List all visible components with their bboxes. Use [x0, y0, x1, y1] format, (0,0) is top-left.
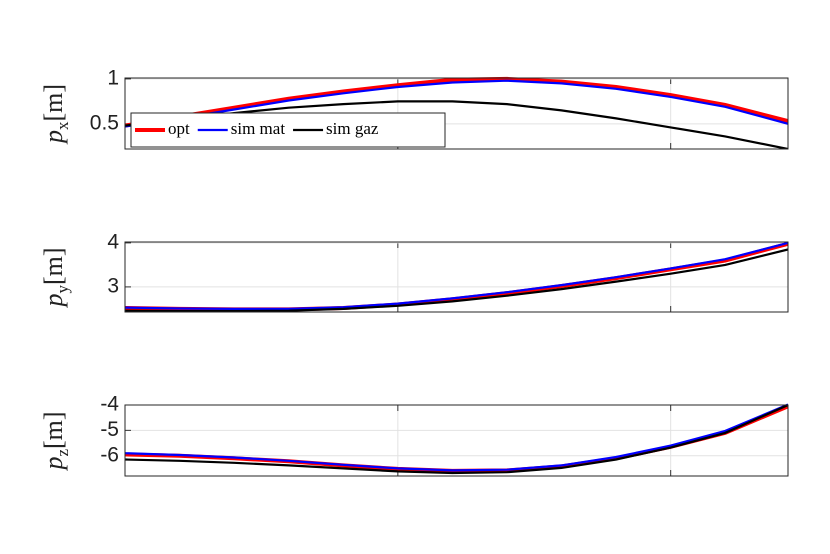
axes-box: [124, 77, 789, 150]
y-label-unit: [m]: [39, 411, 68, 449]
series-line: [125, 241, 788, 310]
series-line: [125, 403, 788, 472]
series-line: [125, 79, 788, 128]
y-label-sub: z: [53, 449, 72, 457]
y-label-sub: x: [53, 121, 72, 130]
axes-box: [124, 241, 789, 313]
y-tick-label: -6: [100, 443, 119, 466]
series-line: [125, 248, 788, 312]
y-axis-label: px[m]: [39, 84, 72, 145]
y-axis-label: py[m]: [39, 247, 72, 308]
legend-label: sim gaz: [326, 119, 379, 138]
y-label-var: p: [39, 457, 68, 472]
y-tick-label: 0.5: [90, 111, 119, 134]
y-tick-label: 3: [107, 274, 119, 297]
y-tick-label: -5: [100, 418, 119, 441]
y-label-unit: [m]: [39, 84, 68, 122]
y-tick-label: 4: [107, 230, 119, 253]
legend-label: sim mat: [231, 119, 286, 138]
y-label-var: p: [39, 130, 68, 145]
legend-label: opt: [168, 119, 190, 138]
axes-box: [124, 404, 789, 477]
y-label-unit: [m]: [39, 247, 68, 285]
legend-box: [130, 112, 446, 148]
y-label-sub: y: [53, 285, 72, 294]
y-axis-label: pz[m]: [39, 411, 72, 471]
y-tick-label: -4: [100, 393, 119, 416]
series-line: [125, 76, 788, 128]
series-line: [125, 403, 788, 475]
plot-area: [125, 405, 788, 476]
y-label-var: p: [39, 294, 68, 309]
y-tick-label: 1: [107, 66, 119, 89]
